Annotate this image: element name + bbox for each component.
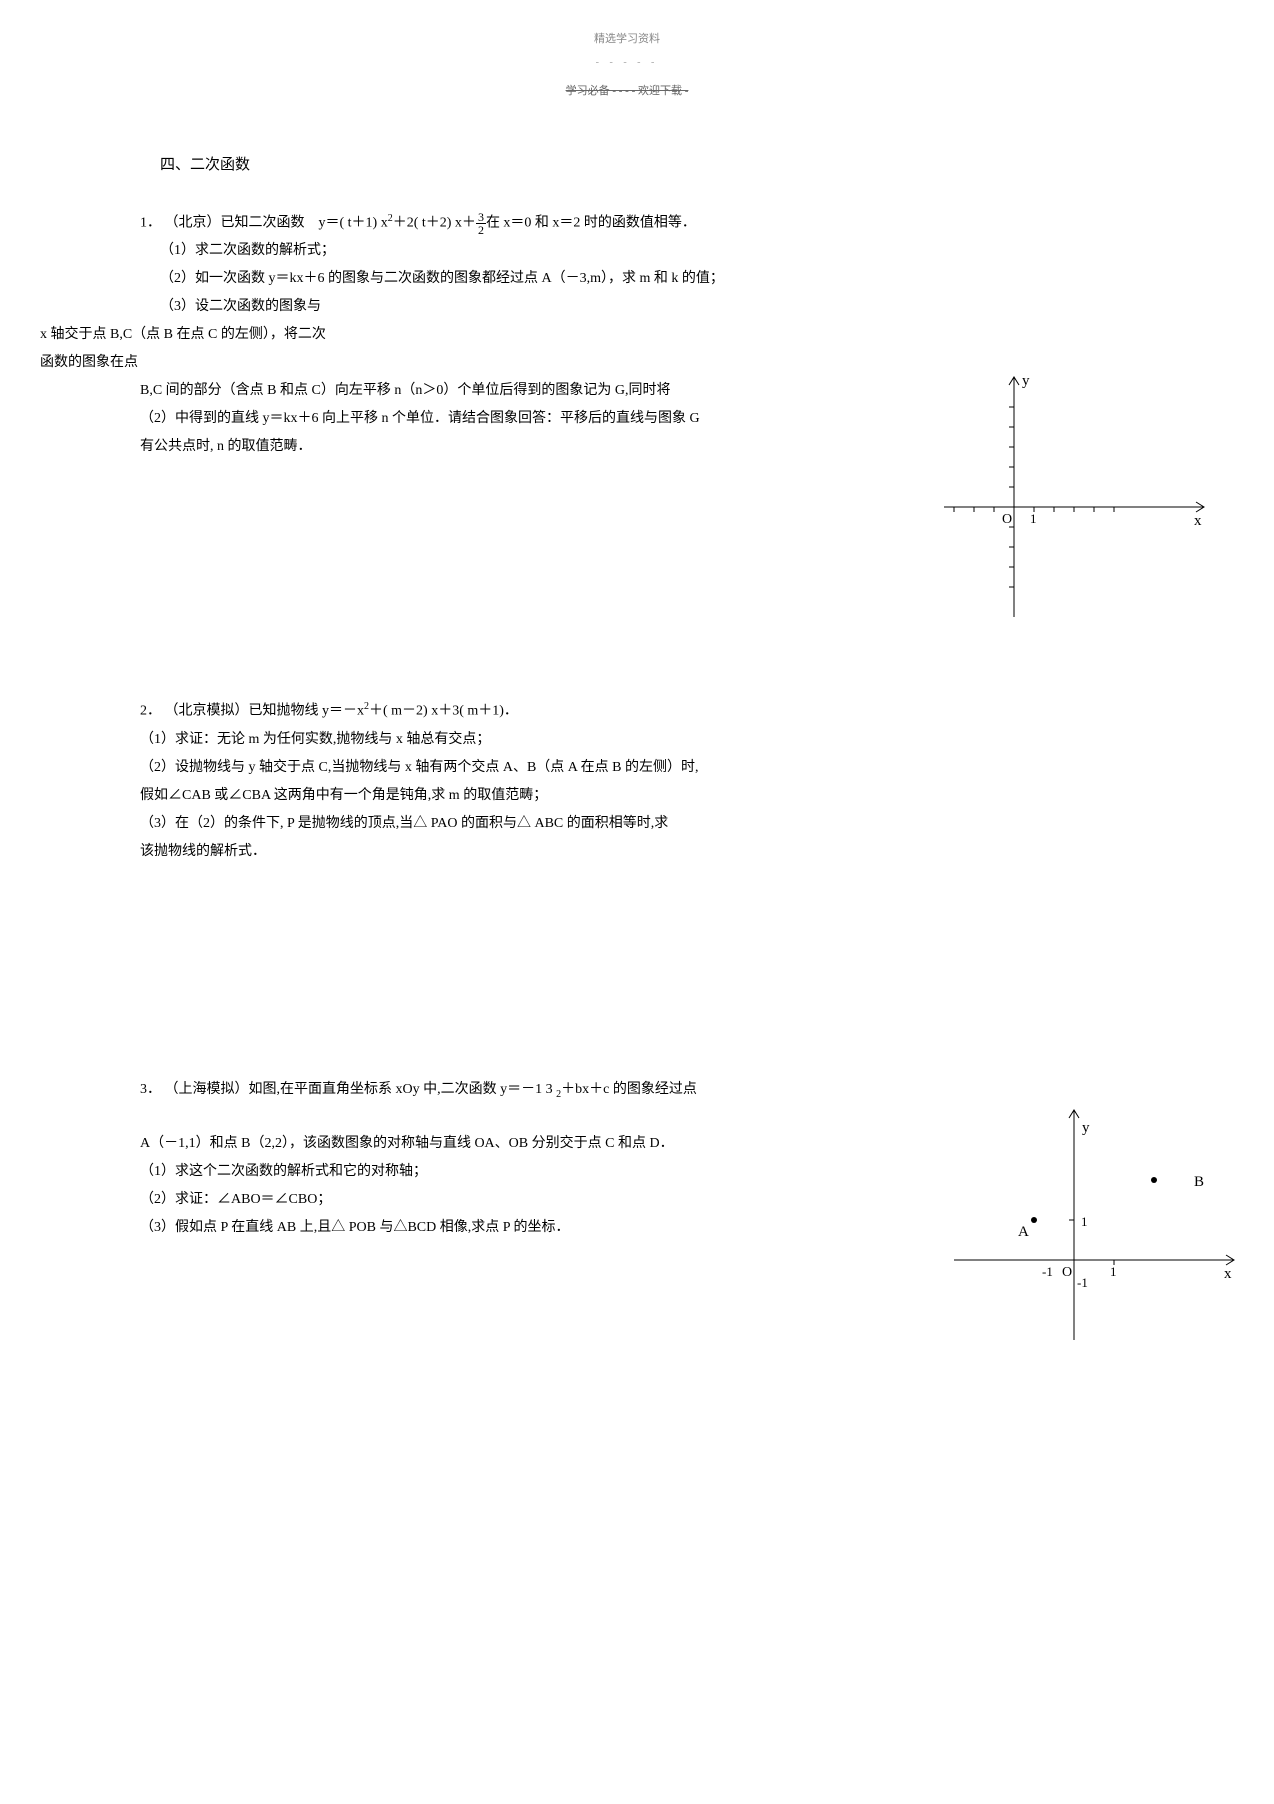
graph-2-svg: y x O 1 1 -1 -1 A B	[944, 1100, 1244, 1350]
tickn1-label-y: -1	[1077, 1275, 1088, 1290]
problem-1-part1: （1）求二次函数的解析式；	[140, 237, 1114, 265]
tick1-label-y: 1	[1081, 1214, 1088, 1229]
problem-2-stem: 2． （北京模拟）已知抛物线 y＝－x2＋( m－2) x＋3( m＋1)．	[140, 697, 1114, 726]
problem-3-num: 3．	[140, 1082, 161, 1097]
graph-1-svg: y x O 1	[934, 367, 1214, 627]
problem-2-part3-l2: 该抛物线的解析式．	[140, 838, 1114, 866]
header-dots: - - - - -	[140, 54, 1114, 72]
point-a	[1031, 1217, 1037, 1223]
problem-2-mid: ＋( m－2) x＋3( m＋1)．	[369, 704, 518, 719]
x-label: x	[1194, 513, 1202, 529]
problem-2-part2-l2: 假如∠CAB 或∠CBA 这两角中有一个角是钝角,求 m 的取值范畴；	[140, 782, 1114, 810]
graph-1: y x O 1	[934, 367, 1214, 627]
problem-1-part3-l6: 有公共点时, n 的取值范畴．	[140, 433, 312, 461]
problem-1-part3: （3）设二次函数的图象与	[140, 293, 1114, 321]
problem-2-part2: （2）设抛物线与 y 轴交于点 C,当抛物线与 x 轴有两个交点 A、B（点 A…	[140, 754, 1114, 782]
problem-1-frac: 32	[476, 211, 486, 236]
problem-3: 3． （上海模拟）如图,在平面直角坐标系 xOy 中,二次函数 y＝－1 3 2…	[140, 1076, 1114, 1330]
header-strike: 学习必备 - - - - 欢迎下载 -	[140, 82, 1114, 102]
problem-1-stem: 1． （北京）已知二次函数 y＝( t＋1) x 2＋2( t＋2) x＋32在 …	[140, 209, 1114, 238]
origin-label-2: O	[1062, 1265, 1072, 1280]
graph-2: y x O 1 1 -1 -1 A B	[944, 1100, 1244, 1350]
problem-2-source: （北京模拟）已知抛物线 y＝－x	[165, 704, 365, 719]
point-b	[1151, 1177, 1157, 1183]
origin-label: O	[1002, 512, 1012, 527]
problem-1-part2: （2）如一次函数 y＝kx＋6 的图象与二次函数的图象都经过点 A（－3,m），…	[140, 265, 1114, 293]
x-label-2: x	[1224, 1266, 1232, 1282]
problem-1-expr1-mid: ＋2( t＋2) x＋	[393, 215, 476, 230]
problem-2: 2． （北京模拟）已知抛物线 y＝－x2＋( m－2) x＋3( m＋1)． （…	[140, 697, 1114, 866]
problem-3-source: （上海模拟）如图,在平面直角坐标系 xOy 中,二次函数 y＝－1 3	[165, 1082, 553, 1097]
frac-num: 3	[476, 211, 486, 224]
problem-3-mid: ＋bx＋c 的图象经过点	[561, 1082, 697, 1097]
tick1-label-x: 1	[1110, 1264, 1117, 1279]
header-watermark: 精选学习资料	[140, 30, 1114, 50]
problem-2-num: 2．	[140, 704, 161, 719]
problem-1-expr1: y＝( t＋1) x	[319, 215, 388, 230]
frac-den: 2	[476, 224, 486, 236]
problem-2-part1: （1）求证：无论 m 为任何实数,抛物线与 x 轴总有交点；	[140, 726, 1114, 754]
y-label-2: y	[1082, 1120, 1090, 1136]
problem-1: 1． （北京）已知二次函数 y＝( t＋1) x 2＋2( t＋2) x＋32在 …	[140, 209, 1114, 658]
problem-1-source: （北京）已知二次函数	[165, 215, 305, 230]
pt-b-label: B	[1194, 1174, 1204, 1190]
tickn1-label-x: -1	[1042, 1264, 1053, 1279]
problem-2-part3: （3）在（2）的条件下, P 是抛物线的顶点,当△ PAO 的面积与△ ABC …	[140, 810, 1114, 838]
problem-1-num: 1．	[140, 215, 161, 230]
problem-1-expr1-end: 在 x＝0 和 x＝2 时的函数值相等．	[486, 215, 696, 230]
y-label: y	[1022, 373, 1030, 389]
problem-1-part3-l2: x 轴交于点 B,C（点 B 在点 C 的左侧），将二次	[40, 321, 1114, 349]
section-title: 四、二次函数	[140, 152, 1114, 179]
tick1-label: 1	[1030, 511, 1037, 526]
pt-a-label: A	[1018, 1224, 1029, 1240]
